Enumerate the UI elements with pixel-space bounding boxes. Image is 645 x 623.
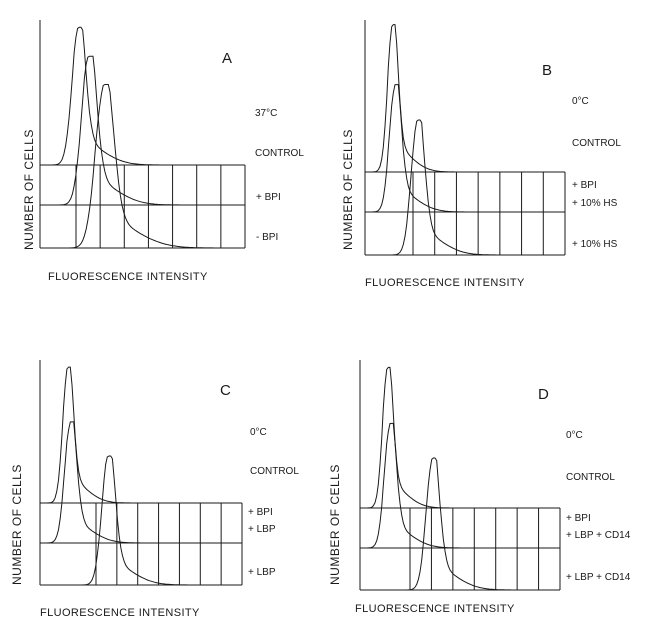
x-axis-label-d: FLUORESCENCE INTENSITY (355, 603, 515, 615)
histogram-trace-2 (365, 84, 565, 213)
condition-label-a-control: CONTROL (255, 148, 304, 159)
condition-label-d-2b: + LBP + CD14 (566, 530, 631, 541)
histogram-trace-2 (40, 421, 242, 544)
condition-label-b-3: + 10% HS (572, 239, 618, 250)
condition-label-d-control: CONTROL (566, 472, 615, 483)
x-axis-label-a: FLUORESCENCE INTENSITY (48, 271, 208, 283)
histogram-trace-3 (40, 455, 242, 586)
condition-label-a-2: + BPI (256, 192, 281, 203)
panel-letter-a: A (222, 50, 233, 67)
histogram-trace-3 (40, 84, 245, 249)
histogram-trace-1 (40, 26, 245, 166)
panel-letter-c: C (220, 382, 231, 399)
histogram-trace-1 (360, 366, 560, 509)
condition-label-c-3: + LBP (248, 567, 276, 578)
condition-label-c-2a: + BPI (248, 507, 273, 518)
condition-label-d-3: + LBP + CD14 (566, 572, 631, 583)
condition-label-d-2a: + BPI (566, 513, 591, 524)
condition-label-b-2a: + BPI (572, 180, 597, 191)
condition-label-b-control: CONTROL (572, 138, 621, 149)
temperature-label-a: 37°C (255, 108, 278, 119)
condition-label-c-2b: + LBP (248, 524, 276, 535)
histogram-trace-2 (360, 422, 560, 549)
histogram-trace-1 (40, 366, 242, 504)
temperature-label-c: 0°C (250, 427, 267, 438)
condition-label-c-control: CONTROL (250, 466, 299, 477)
panel-letter-d: D (538, 386, 549, 403)
temperature-label-b: 0°C (572, 96, 589, 107)
histogram-trace-1 (365, 24, 565, 173)
condition-label-b-2b: + 10% HS (572, 198, 618, 209)
histogram-trace-3 (360, 457, 560, 591)
x-axis-label-b: FLUORESCENCE INTENSITY (365, 277, 525, 289)
histogram-trace-3 (365, 119, 565, 256)
panel-letter-b: B (542, 62, 553, 79)
histogram-trace-2 (40, 55, 245, 206)
temperature-label-d: 0°C (566, 430, 583, 441)
x-axis-label-c: FLUORESCENCE INTENSITY (40, 607, 200, 619)
condition-label-a-3: - BPI (256, 232, 279, 243)
